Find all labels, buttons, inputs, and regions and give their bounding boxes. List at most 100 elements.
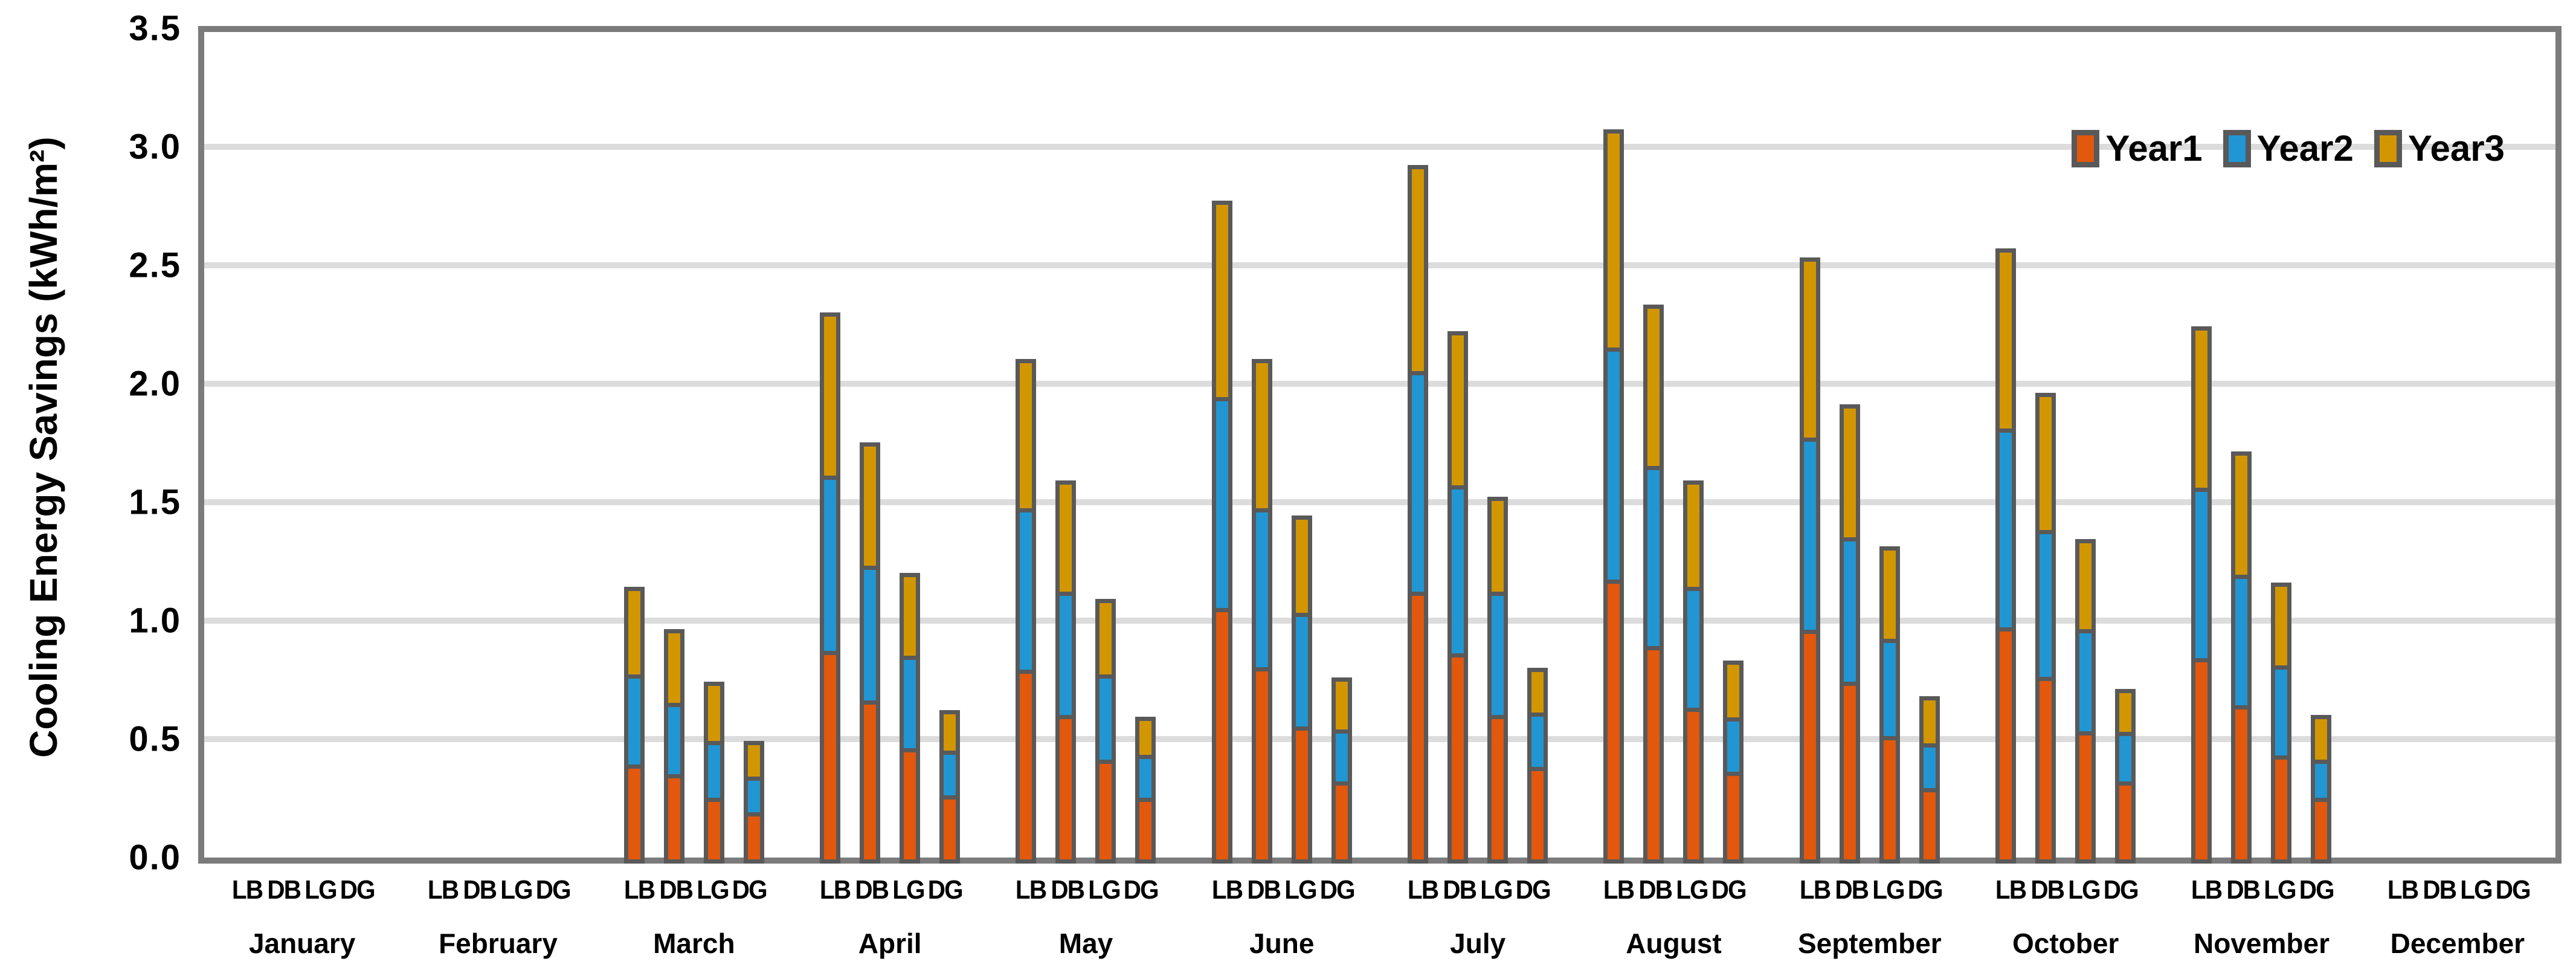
bar-labels-row-february: LB DB LG DG — [408, 875, 588, 905]
bar-lb-october — [1995, 38, 2017, 864]
bar-segment-year2 — [1331, 729, 1352, 786]
bar-label-lg: LG — [2264, 875, 2297, 905]
bar-lg-july — [1487, 38, 1509, 864]
bar-label-dg: DG — [1515, 875, 1551, 905]
bar-label-dg: DG — [1124, 875, 1159, 905]
legend-item-year1: Year1 — [2072, 128, 2203, 169]
bar-label-db: DB — [267, 875, 301, 905]
bar-segment-year2 — [2311, 760, 2332, 802]
bar-segment-year1 — [1995, 627, 2017, 864]
bar-segment-year1 — [663, 774, 684, 864]
bar-lb-september — [1799, 38, 1820, 864]
bar-group-april — [792, 32, 988, 864]
bar-label-db: DB — [463, 875, 498, 905]
bar-segment-year3 — [1683, 480, 1704, 591]
bar-segment-year2 — [1879, 639, 1900, 740]
bar-segment-year3 — [1839, 404, 1860, 541]
bar-labels-row-december: LB DB LG DG — [2368, 875, 2548, 905]
bar-label-dg: DG — [1319, 875, 1355, 905]
bar-group-october — [1968, 32, 2163, 864]
month-label-march: March — [653, 928, 735, 959]
bar-segment-year3 — [2271, 583, 2292, 670]
bar-dg-may — [1135, 38, 1156, 864]
bar-segment-year2 — [1447, 485, 1469, 658]
bar-segment-year3 — [623, 587, 645, 679]
bar-group-march — [596, 32, 792, 864]
bar-labels-row-august: LB DB LG DG — [1583, 875, 1763, 905]
bar-label-dg: DG — [1907, 875, 1943, 905]
legend-item-year2: Year2 — [2223, 128, 2354, 169]
y-axis-title: Cooling Energy Savings (kWh/m²) — [22, 137, 65, 758]
bar-label-lg: LG — [1284, 875, 1317, 905]
bar-label-db: DB — [659, 875, 694, 905]
bar-group-january — [204, 32, 400, 858]
bar-label-db: DB — [1638, 875, 1673, 905]
bar-db-july — [1447, 38, 1469, 864]
gridline — [204, 381, 2555, 387]
bar-db-september — [1839, 38, 1860, 864]
bar-segment-year2 — [1055, 592, 1077, 719]
bar-segment-year1 — [1447, 653, 1469, 864]
bar-segment-year3 — [1135, 717, 1156, 759]
bar-label-lb: LB — [1407, 875, 1439, 905]
bar-group-june — [1184, 32, 1380, 864]
bar-db-march — [663, 38, 684, 864]
bar-segment-year2 — [900, 656, 921, 752]
bar-lg-may — [1095, 38, 1116, 864]
bar-label-db: DB — [1443, 875, 1477, 905]
bar-segment-year2 — [2075, 629, 2096, 735]
bar-segment-year3 — [1919, 696, 1940, 748]
bar-label-lb: LB — [1211, 875, 1243, 905]
bar-segment-year2 — [1643, 466, 1664, 650]
bar-group-november — [2163, 32, 2359, 864]
bar-labels-row-november: LB DB LG DG — [2171, 875, 2351, 905]
bar-segment-year2 — [1291, 613, 1312, 731]
bar-segment-year3 — [1603, 129, 1624, 352]
bar-lg-august — [1683, 38, 1704, 864]
bar-segment-year3 — [1799, 257, 1820, 442]
bar-segment-year1 — [1055, 715, 1077, 864]
bar-segment-year3 — [663, 629, 684, 707]
legend-label: Year1 — [2105, 128, 2203, 169]
chart-legend: Year1 Year2 Year3 — [2072, 128, 2505, 169]
bar-segment-year3 — [2035, 393, 2056, 534]
bar-label-lg: LG — [1872, 875, 1905, 905]
bar-segment-year2 — [663, 703, 684, 778]
bar-group-september — [1772, 32, 1968, 864]
bar-segment-year3 — [1331, 677, 1352, 734]
bar-label-lb: LB — [2387, 875, 2419, 905]
bar-lb-june — [1211, 38, 1232, 864]
legend-item-year3: Year3 — [2374, 128, 2505, 169]
bar-segment-year3 — [1447, 331, 1469, 490]
bar-segment-year2 — [1995, 428, 2017, 632]
gridline — [204, 618, 2555, 624]
gridline — [204, 262, 2555, 268]
y-tick-label: 2.0 — [129, 364, 181, 404]
bar-dg-march — [743, 38, 764, 864]
bar-lb-march — [623, 38, 645, 864]
bar-segment-year1 — [1527, 767, 1548, 864]
bar-db-october — [2035, 38, 2056, 864]
bar-labels-row-january: LB DB LG DG — [212, 875, 392, 905]
bar-label-dg: DG — [927, 875, 964, 905]
bar-segment-year2 — [1919, 743, 1940, 792]
bar-segment-year3 — [1643, 305, 1664, 470]
bar-segment-year1 — [1643, 646, 1664, 864]
bar-segment-year1 — [1799, 630, 1820, 864]
bar-segment-year2 — [1135, 755, 1156, 802]
bar-label-lb: LB — [1995, 875, 2027, 905]
bar-segment-year2 — [2231, 575, 2252, 709]
bar-lb-may — [1016, 38, 1037, 864]
bar-label-dg: DG — [536, 875, 572, 905]
bar-label-lg: LG — [1676, 875, 1709, 905]
bar-label-lb: LB — [1016, 875, 1047, 905]
bar-segment-year3 — [2115, 689, 2136, 736]
bar-lg-october — [2075, 38, 2096, 864]
gridline — [204, 499, 2555, 505]
bar-segment-year2 — [1683, 587, 1704, 712]
bar-label-db: DB — [2030, 875, 2065, 905]
bar-segment-year2 — [743, 777, 764, 816]
bar-segment-year2 — [939, 751, 961, 800]
bar-db-may — [1055, 38, 1077, 864]
